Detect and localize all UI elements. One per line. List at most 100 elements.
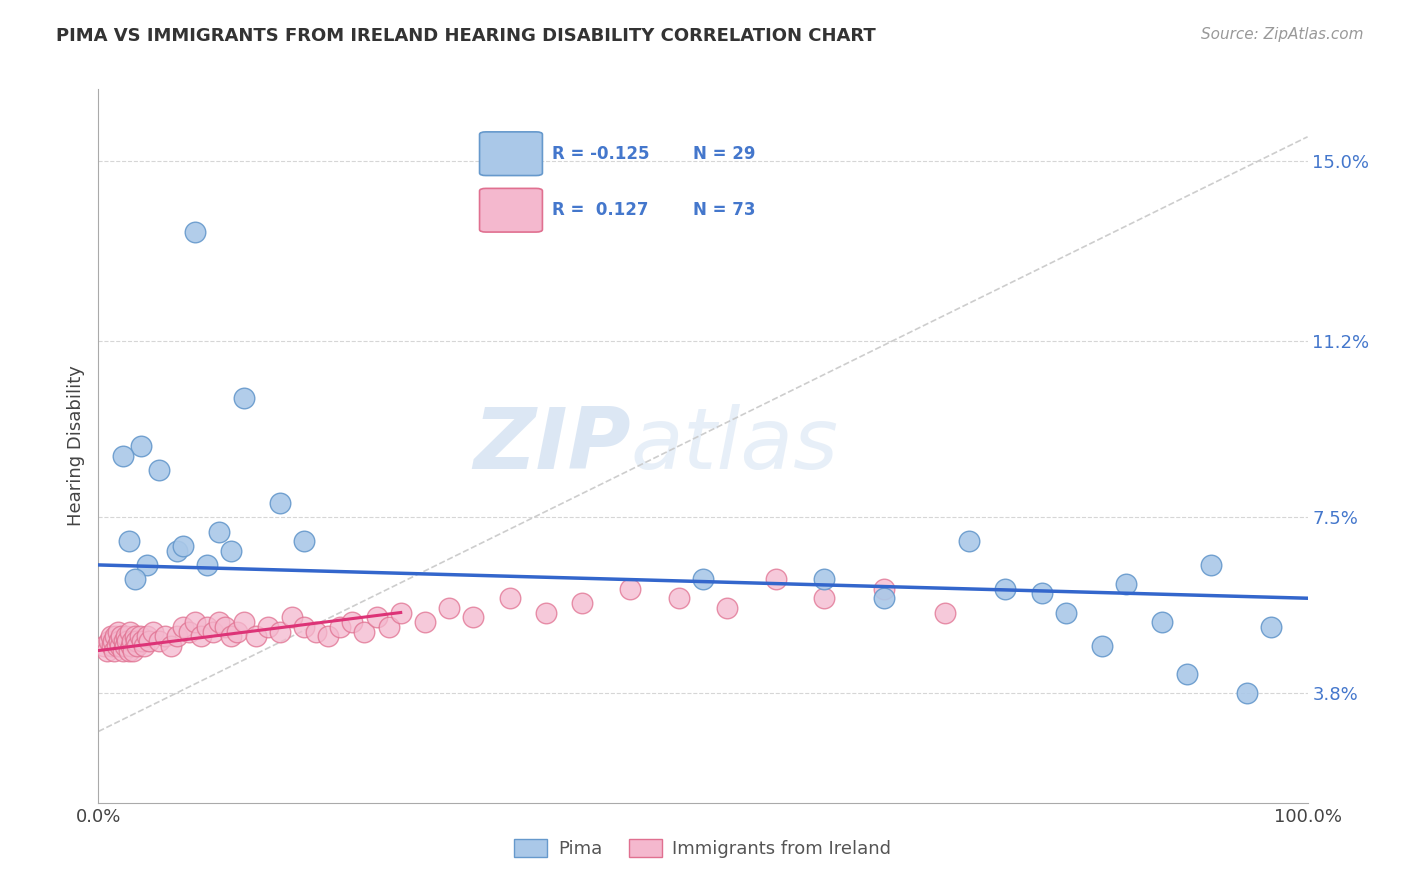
Point	[619, 582, 641, 596]
Point	[135, 629, 157, 643]
Point	[104, 629, 127, 643]
Point	[172, 539, 194, 553]
Point	[112, 634, 135, 648]
Point	[138, 634, 160, 648]
Point	[172, 620, 194, 634]
Point	[873, 582, 896, 596]
Point	[115, 629, 138, 643]
Point	[463, 610, 485, 624]
Text: atlas: atlas	[630, 404, 838, 488]
Point	[498, 591, 520, 606]
Point	[214, 620, 236, 634]
Point	[122, 643, 145, 657]
Point	[305, 624, 328, 639]
Point	[873, 591, 896, 606]
Point	[148, 634, 170, 648]
Point	[148, 463, 170, 477]
Point	[221, 629, 243, 643]
Point	[765, 572, 787, 586]
Point	[121, 634, 143, 648]
Point	[179, 624, 201, 639]
Point	[245, 629, 267, 643]
Point	[160, 639, 183, 653]
Point	[281, 610, 304, 624]
Point	[366, 610, 388, 624]
Point	[101, 634, 124, 648]
Point	[1115, 577, 1137, 591]
Point	[1199, 558, 1222, 572]
Point	[118, 534, 141, 549]
Point	[413, 615, 436, 629]
Point	[98, 634, 121, 648]
Point	[437, 600, 460, 615]
Point	[208, 524, 231, 539]
Point	[316, 629, 339, 643]
Point	[129, 439, 152, 453]
Point	[110, 629, 132, 643]
Point	[124, 629, 146, 643]
Point	[208, 615, 231, 629]
Point	[292, 620, 315, 634]
Point	[1152, 615, 1174, 629]
Point	[1236, 686, 1258, 700]
Point	[813, 591, 835, 606]
Point	[994, 582, 1017, 596]
Point	[1054, 606, 1077, 620]
Point	[100, 639, 122, 653]
Point	[153, 629, 176, 643]
Point	[118, 643, 141, 657]
Point	[342, 615, 364, 629]
Y-axis label: Hearing Disability: Hearing Disability	[66, 366, 84, 526]
Point	[1031, 586, 1053, 600]
Point	[1091, 639, 1114, 653]
Point	[118, 624, 141, 639]
Point	[377, 620, 399, 634]
Point	[93, 639, 115, 653]
Point	[184, 615, 207, 629]
Point	[934, 606, 956, 620]
Point	[329, 620, 352, 634]
Point	[269, 624, 291, 639]
Point	[142, 624, 165, 639]
Point	[195, 620, 218, 634]
Point	[124, 572, 146, 586]
Point	[135, 558, 157, 572]
Point	[269, 496, 291, 510]
Point	[353, 624, 375, 639]
Point	[1260, 620, 1282, 634]
Point	[105, 639, 128, 653]
Point	[103, 643, 125, 657]
Point	[232, 392, 254, 406]
Point	[232, 615, 254, 629]
Point	[292, 534, 315, 549]
Point	[256, 620, 278, 634]
Point	[202, 624, 225, 639]
Text: ZIP: ZIP	[472, 404, 630, 488]
Point	[127, 639, 149, 653]
Point	[107, 624, 129, 639]
Point	[111, 449, 134, 463]
Point	[1175, 667, 1198, 681]
Point	[692, 572, 714, 586]
Point	[120, 639, 142, 653]
Point	[166, 543, 188, 558]
Point	[571, 596, 593, 610]
Point	[221, 543, 243, 558]
Point	[128, 629, 150, 643]
Point	[813, 572, 835, 586]
Point	[100, 629, 122, 643]
Point	[226, 624, 249, 639]
Point	[166, 629, 188, 643]
Point	[108, 634, 131, 648]
Point	[131, 634, 153, 648]
Point	[668, 591, 690, 606]
Point	[96, 643, 118, 657]
Legend: Pima, Immigrants from Ireland: Pima, Immigrants from Ireland	[508, 831, 898, 865]
Point	[108, 639, 131, 653]
Point	[957, 534, 980, 549]
Text: PIMA VS IMMIGRANTS FROM IRELAND HEARING DISABILITY CORRELATION CHART: PIMA VS IMMIGRANTS FROM IRELAND HEARING …	[56, 27, 876, 45]
Point	[389, 606, 412, 620]
Point	[125, 634, 148, 648]
Point	[111, 643, 134, 657]
Point	[114, 639, 136, 653]
